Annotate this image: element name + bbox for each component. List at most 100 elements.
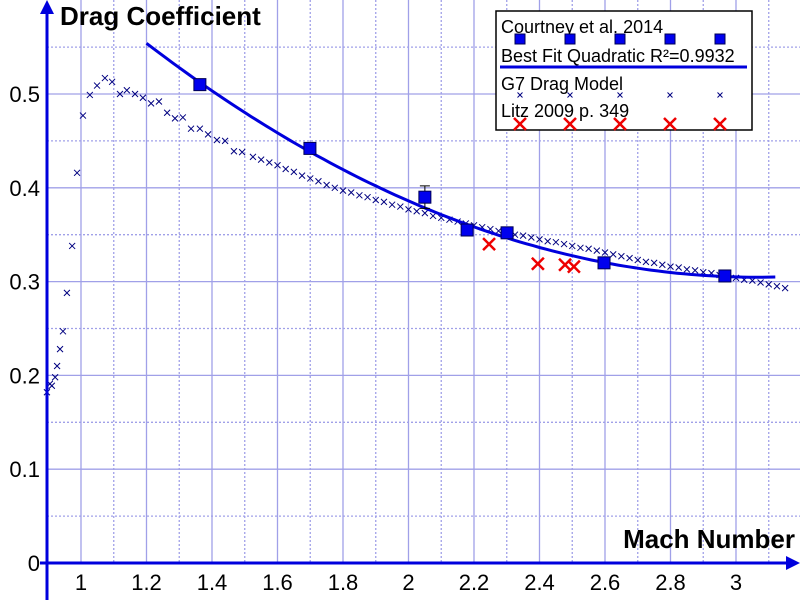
g7-point [757,279,764,286]
legend-markers [513,33,727,131]
legend-label-fit: Best Fit Quadratic R²=0.9932 [501,46,735,66]
g7-point [238,148,246,156]
g7-point [413,207,421,215]
g7-point [560,240,568,248]
g7-point [204,130,212,138]
g7-point [306,175,314,182]
g7-point [691,266,699,274]
x-tick-label: 1.2 [131,570,162,595]
g7-point [339,187,347,194]
g7-point [585,245,592,253]
legend-litz-marker [513,117,527,131]
x-tick-label: 1.8 [328,570,359,595]
x-tick-label: 2.2 [459,570,490,595]
g7-point [265,159,273,166]
g7-point [527,234,535,241]
g7-point [101,74,109,82]
y-tick-label: 0 [28,551,40,576]
x-tick-label: 1.4 [197,570,228,595]
courtney-point [460,223,474,237]
g7-point [356,191,363,199]
legend: Courtney et al. 2014 Best Fit Quadratic … [495,10,753,131]
courtney-point [500,226,514,240]
x-tick-label: 2.8 [655,570,686,595]
y-tick-label: 0.3 [9,270,40,295]
legend-litz-marker [713,117,727,131]
y-tick-label: 0.2 [9,363,40,388]
x-tick-label: 1 [75,570,87,595]
g7-point [642,258,650,266]
y-tick-label: 0.4 [9,176,40,201]
g7-point [108,78,116,86]
g7-point [249,153,257,161]
g7-point [626,254,633,262]
legend-label-litz: Litz 2009 p. 349 [501,101,629,121]
courtney-point [303,141,317,155]
legend-g7-marker [517,92,523,98]
g7-point [93,82,101,89]
g7-point [147,100,155,107]
g7-point [290,168,298,176]
g7-point [396,203,404,210]
series-best-fit-line [145,42,776,279]
g7-point [593,247,601,254]
legend-courtney-marker [564,33,576,45]
g7-point [519,232,527,239]
y-tick-label: 0.5 [9,82,40,107]
litz-point [567,259,581,274]
grid [47,0,800,563]
x-axis-title: Mach Number [623,524,795,554]
g7-point [658,261,666,269]
legend-litz-marker [613,117,627,131]
g7-point [68,242,76,250]
g7-point [73,169,81,177]
g7-point [116,90,124,98]
g7-point [298,172,306,179]
g7-point [331,184,339,192]
legend-g7-marker [717,92,723,98]
g7-point [388,201,396,209]
g7-point [274,161,281,169]
g7-point [372,196,380,204]
g7-point [364,193,371,201]
g7-point [48,382,56,390]
litz-point [482,237,496,251]
y-tick-label: 0.1 [9,457,40,482]
courtney-point [718,269,732,283]
x-axis-arrow [786,556,800,570]
g7-point [51,373,59,381]
g7-point [163,109,171,117]
series-litz [482,237,581,274]
y-axis-title: Drag Coefficient [60,1,261,31]
g7-point [568,242,576,250]
courtney-point [597,256,611,270]
g7-point [773,282,781,290]
g7-point [609,251,617,258]
g7-point [495,227,502,235]
g7-point [323,181,330,189]
g7-point [544,237,552,245]
g7-point [282,165,290,173]
g7-point [781,284,789,292]
legend-g7-marker [667,92,673,98]
courtney-point [193,78,207,92]
legend-courtney-marker [664,33,676,45]
g7-point [675,264,683,271]
legend-courtney-marker [514,33,526,45]
g7-point [171,115,179,122]
tick-labels: 1 1.2 1.4 1.6 1.8 2 2.2 2.4 2.6 2.8 3 0 0.1 0.2 0.3 0.4… [9,82,742,595]
axes [40,0,800,600]
g7-point [347,189,355,196]
g7-point [618,252,625,260]
g7-point [53,362,61,370]
g7-point [667,263,674,270]
x-tick-label: 1.6 [262,570,293,595]
g7-point [429,212,437,220]
g7-point [131,90,139,98]
g7-point [179,114,187,121]
legend-box [495,10,753,131]
g7-point [59,327,67,335]
g7-point [765,281,773,288]
g7-point [187,125,195,133]
